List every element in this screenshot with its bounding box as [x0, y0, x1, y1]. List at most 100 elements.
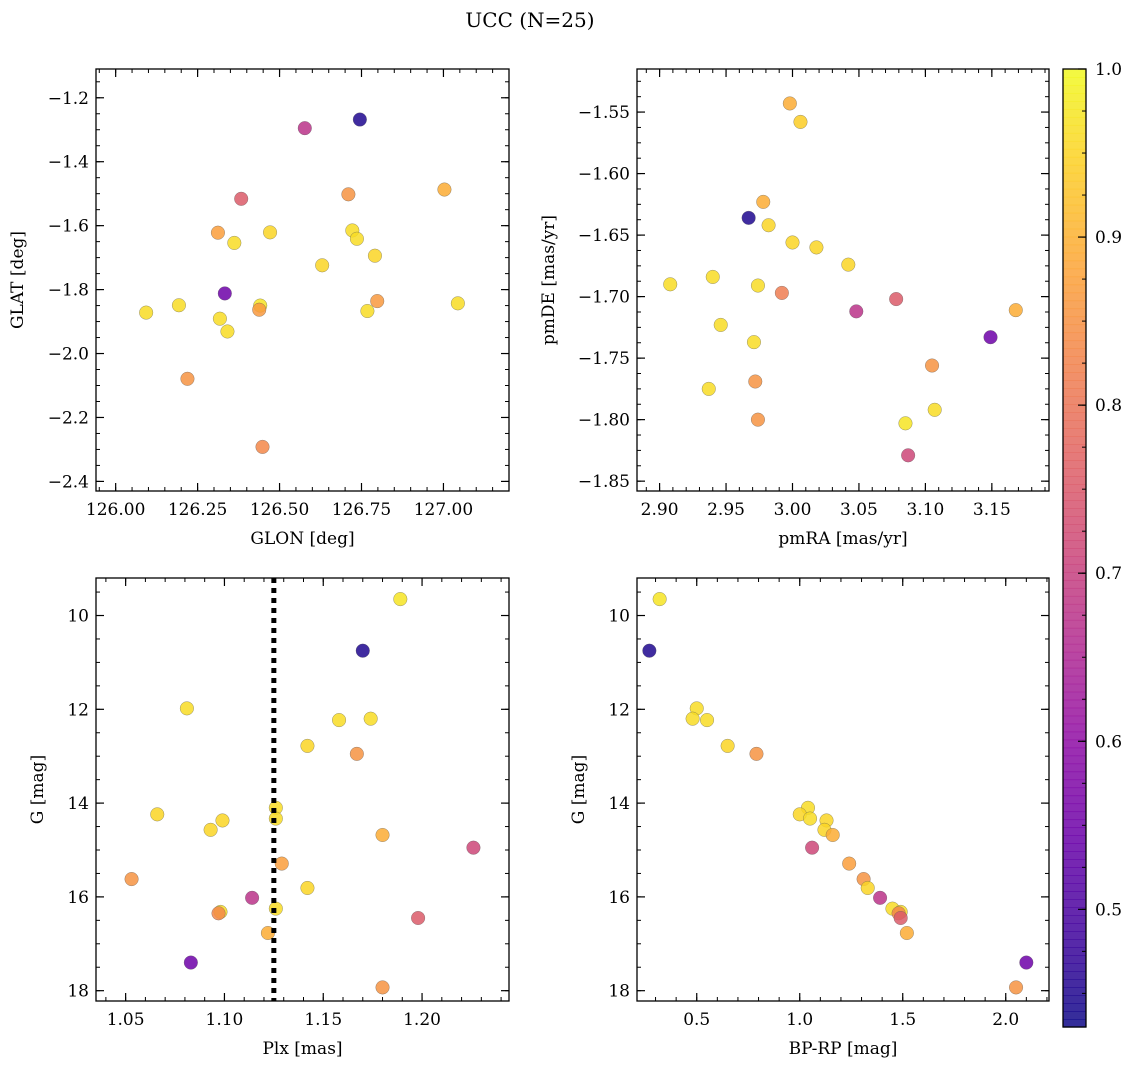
colorbar-tick-label: 1.0 — [1095, 60, 1122, 80]
scatter-point — [756, 194, 771, 209]
colorbar-segment — [1063, 835, 1086, 844]
colorbar-segment — [1063, 899, 1086, 908]
colorbar-segment — [1063, 492, 1086, 501]
scatter-point — [663, 277, 678, 292]
x-tick-label: 1.10 — [206, 1010, 244, 1030]
colorbar-segment — [1063, 659, 1086, 669]
colorbar-tick-label: 0.5 — [1095, 900, 1122, 920]
scatter-point — [437, 182, 452, 197]
colorbar-segment — [1063, 468, 1086, 477]
colorbar-segment — [1063, 380, 1086, 389]
scatter-point — [411, 910, 426, 926]
colorbar-segment — [1063, 907, 1086, 916]
colorbar-segment — [1063, 595, 1086, 605]
colorbar-segment — [1063, 348, 1086, 357]
x-tick-label: 2.95 — [707, 500, 745, 520]
colorbar-segment — [1063, 148, 1086, 158]
scatter-point — [785, 235, 800, 250]
panel-glon-glat: 126.00 126.25 126.50 126.75 127.00 −2.4 −2.2 −2… — [8, 68, 510, 549]
scatter-point — [802, 811, 818, 826]
scatter-point — [825, 827, 840, 843]
y-tick-label: −1.6 — [48, 217, 89, 237]
x-tick-label: 3.00 — [774, 500, 812, 520]
x-tick-label: 0.5 — [683, 1010, 710, 1030]
scatter-point — [873, 890, 888, 905]
y-tick-label: 16 — [67, 888, 89, 908]
scatter-point — [263, 225, 278, 240]
colorbar-segment — [1063, 779, 1086, 789]
colorbar-segment — [1063, 915, 1086, 924]
colorbar-segment — [1063, 364, 1086, 373]
colorbar-segment — [1063, 84, 1086, 94]
colorbar-segment — [1063, 92, 1086, 102]
colorbar-segment — [1063, 763, 1086, 773]
y-tick-label: −2.0 — [48, 345, 89, 365]
colorbar-segment — [1063, 827, 1086, 836]
colorbar-segment — [1063, 292, 1086, 302]
x-tick-label: 1.20 — [403, 1010, 441, 1030]
x-tick-label: 3.10 — [906, 500, 944, 520]
colorbar-segment — [1063, 524, 1086, 533]
scatter-point — [899, 925, 914, 941]
scatter-point — [701, 381, 716, 396]
scatter-point — [227, 235, 242, 250]
colorbar-segment — [1063, 252, 1086, 262]
colorbar-segment — [1063, 204, 1086, 214]
y-tick-label: 18 — [67, 982, 89, 1002]
colorbar-segment — [1063, 851, 1086, 860]
scatter-point — [252, 302, 267, 317]
colorbar-segment — [1063, 555, 1086, 565]
scatter-point — [466, 840, 481, 855]
scatter-point — [1019, 955, 1034, 970]
scatter-point — [983, 330, 998, 345]
colorbar-segment — [1063, 404, 1086, 413]
x-tick-label: 126.75 — [332, 500, 391, 520]
colorbar-segment — [1063, 731, 1086, 741]
y-tick-label: −1.60 — [578, 165, 630, 185]
colorbar-segment — [1063, 388, 1086, 397]
colorbar-segment — [1063, 444, 1086, 453]
x-tick-label: 2.0 — [992, 1010, 1019, 1030]
scatter-point — [179, 701, 194, 716]
colorbar-tick-label: 0.9 — [1095, 228, 1122, 248]
colorbar-segment — [1063, 963, 1086, 972]
y-tick-label: 10 — [608, 607, 630, 627]
scatter-point — [234, 191, 249, 206]
colorbar-segment — [1063, 172, 1086, 182]
scatter-point — [774, 285, 789, 300]
y-tick-label: −1.55 — [578, 103, 630, 123]
scatter-point — [1008, 303, 1023, 318]
scatter-point — [180, 371, 195, 386]
colorbar-segment — [1063, 132, 1086, 142]
colorbar-segment — [1063, 723, 1086, 733]
colorbar-segment — [1063, 428, 1086, 437]
colorbar-segment — [1063, 484, 1086, 493]
colorbar-segment — [1063, 308, 1086, 318]
scatter-point — [901, 448, 916, 463]
colorbar-segment — [1063, 332, 1086, 342]
colorbar-segment — [1063, 316, 1086, 326]
colorbar-segment — [1063, 571, 1086, 581]
colorbar-segment — [1063, 611, 1086, 621]
scatter-point — [809, 240, 824, 255]
scatter-points — [663, 96, 1023, 463]
colorbar-segment — [1063, 460, 1086, 469]
colorbar-segment — [1063, 276, 1086, 286]
colorbar-segment — [1063, 651, 1086, 661]
colorbar-segment — [1063, 436, 1086, 445]
y-tick-label: −2.2 — [48, 408, 89, 428]
scatter-point — [255, 439, 270, 454]
scatter-point — [450, 296, 465, 311]
scatter-point — [332, 713, 347, 728]
colorbar-segment — [1063, 747, 1086, 757]
scatter-point — [211, 906, 226, 921]
scatter-point — [274, 856, 289, 871]
colorbar-segment — [1063, 244, 1086, 254]
x-tick-label: 1.05 — [107, 1010, 145, 1030]
x-axis-label: GLON [deg] — [250, 529, 354, 549]
scatter-point — [215, 813, 230, 828]
colorbar-segment — [1063, 739, 1086, 749]
axes-frame — [95, 577, 510, 1002]
scatter-point — [297, 121, 312, 136]
